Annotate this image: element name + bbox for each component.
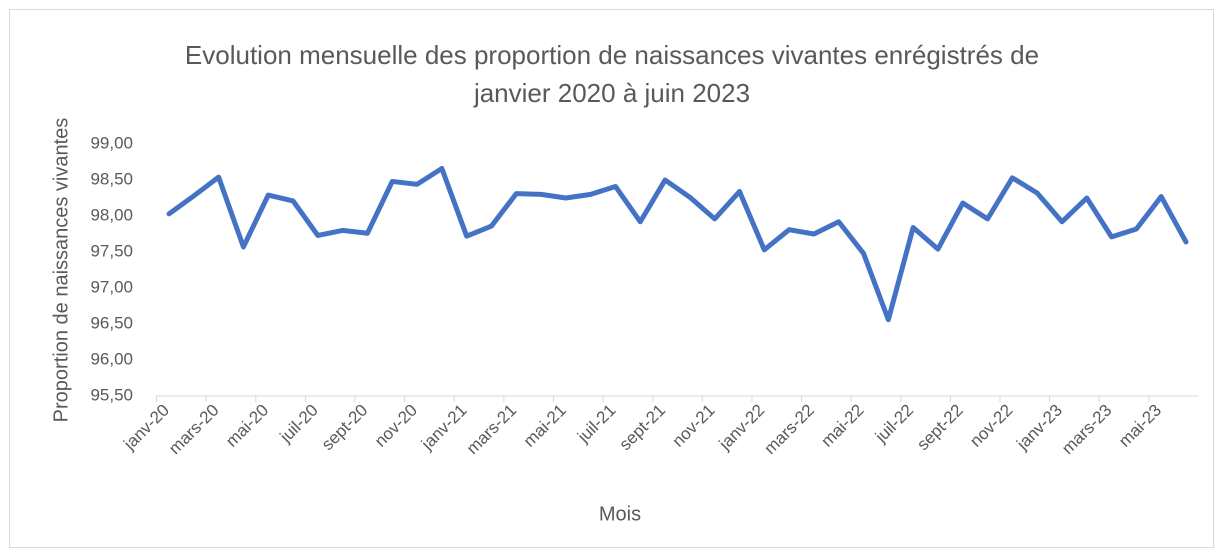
y-tick-label: 99,00 (90, 133, 133, 152)
y-tick-label: 96,00 (90, 349, 133, 368)
y-tick-label: 95,50 (90, 385, 133, 404)
chart-border (9, 9, 1214, 548)
chart-title: janvier 2020 à juin 2023 (473, 78, 750, 108)
chart-title: Evolution mensuelle des proportion de na… (185, 40, 1039, 70)
data-line (166, 165, 1189, 323)
y-tick-label: 96,50 (90, 313, 133, 332)
y-tick-label: 98,00 (90, 205, 133, 224)
y-tick-label: 97,50 (90, 241, 133, 260)
y-axis-title: Proportion de naissances vivantes (50, 118, 72, 423)
x-axis-title: Mois (599, 503, 641, 525)
y-tick-label: 98,50 (90, 169, 133, 188)
y-tick-label: 97,00 (90, 277, 133, 296)
